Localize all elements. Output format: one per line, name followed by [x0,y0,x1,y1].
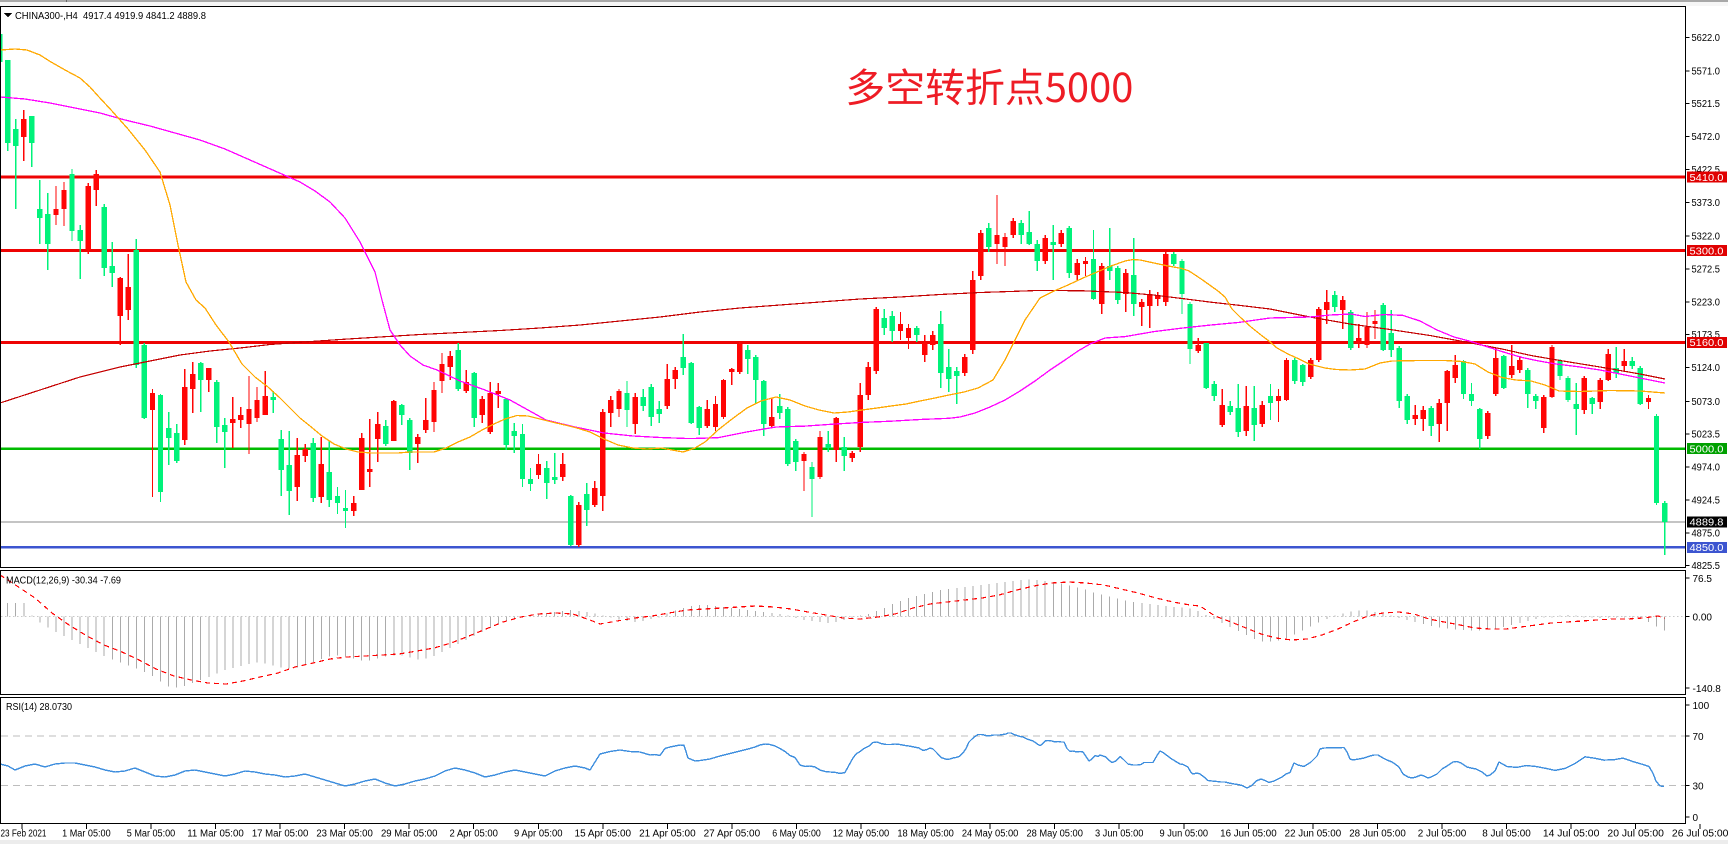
svg-text:MACD(12,26,9) -30.34 -7.69: MACD(12,26,9) -30.34 -7.69 [6,576,121,587]
svg-text:9 Jun 05:00: 9 Jun 05:00 [1160,829,1209,840]
svg-text:28 May 05:00: 28 May 05:00 [1026,829,1083,840]
svg-text:5000.0: 5000.0 [1690,445,1724,456]
svg-text:RSI(14) 28.0730: RSI(14) 28.0730 [6,702,72,713]
svg-text:5322.0: 5322.0 [1692,232,1721,243]
svg-text:5571.0: 5571.0 [1692,66,1721,77]
svg-text:5422.5: 5422.5 [1692,165,1721,176]
svg-text:4850.0: 4850.0 [1690,543,1724,554]
svg-text:4825.5: 4825.5 [1692,561,1721,572]
svg-text:16 Jun 05:00: 16 Jun 05:00 [1220,829,1277,840]
svg-text:18 May 05:00: 18 May 05:00 [897,829,954,840]
svg-text:4974.0: 4974.0 [1692,463,1721,474]
svg-text:5410.0: 5410.0 [1690,173,1724,184]
svg-text:5521.5: 5521.5 [1692,99,1721,110]
svg-text:5622.0: 5622.0 [1692,33,1721,44]
svg-text:1 Mar 05:00: 1 Mar 05:00 [62,829,111,840]
svg-text:9 Apr 05:00: 9 Apr 05:00 [514,829,563,840]
svg-text:70: 70 [1693,732,1705,743]
svg-text:30: 30 [1693,782,1705,793]
svg-text:3 Jun 05:00: 3 Jun 05:00 [1095,829,1144,840]
svg-text:8 Jul 05:00: 8 Jul 05:00 [1482,829,1531,840]
svg-text:27 Apr 05:00: 27 Apr 05:00 [704,829,761,840]
svg-text:5300.0: 5300.0 [1690,246,1724,257]
svg-text:15 Apr 05:00: 15 Apr 05:00 [575,829,632,840]
svg-text:22 Jun 05:00: 22 Jun 05:00 [1285,829,1342,840]
svg-text:12 May 05:00: 12 May 05:00 [833,829,890,840]
svg-text:-140.8: -140.8 [1693,684,1722,695]
svg-text:5160.0: 5160.0 [1690,338,1724,349]
svg-text:5073.0: 5073.0 [1692,397,1721,408]
svg-text:100: 100 [1693,701,1710,712]
svg-text:23 Feb 2021: 23 Feb 2021 [1,829,47,840]
svg-text:14 Jul 05:00: 14 Jul 05:00 [1543,829,1600,840]
svg-text:0: 0 [1693,813,1699,824]
svg-text:5023.5: 5023.5 [1692,430,1721,441]
svg-text:20 Jul 05:00: 20 Jul 05:00 [1607,829,1664,840]
svg-text:24 May 05:00: 24 May 05:00 [962,829,1019,840]
svg-text:76.5: 76.5 [1693,574,1713,585]
svg-text:5223.0: 5223.0 [1692,297,1721,308]
svg-text:6 May 05:00: 6 May 05:00 [772,829,821,840]
svg-text:21 Apr 05:00: 21 Apr 05:00 [639,829,696,840]
svg-text:0.00: 0.00 [1693,612,1713,623]
svg-text:4889.8: 4889.8 [1690,518,1724,529]
svg-text:CHINA300-,H4 4917.4 4919.9 48: CHINA300-,H4 4917.4 4919.9 4841.2 4889.8 [15,11,206,22]
svg-text:4924.5: 4924.5 [1692,495,1721,506]
svg-text:11 Mar 05:00: 11 Mar 05:00 [187,829,244,840]
svg-text:5124.0: 5124.0 [1692,363,1721,374]
svg-text:26 Jul 05:00: 26 Jul 05:00 [1672,829,1728,840]
svg-text:5272.5: 5272.5 [1692,265,1721,276]
svg-text:5 Mar 05:00: 5 Mar 05:00 [127,829,176,840]
svg-text:5173.5: 5173.5 [1692,330,1721,341]
svg-text:17 Mar 05:00: 17 Mar 05:00 [252,829,309,840]
svg-text:5373.0: 5373.0 [1692,198,1721,209]
svg-text:5472.0: 5472.0 [1692,132,1721,143]
svg-text:4875.0: 4875.0 [1692,528,1721,539]
svg-text:2 Apr 05:00: 2 Apr 05:00 [449,829,498,840]
svg-text:23 Mar 05:00: 23 Mar 05:00 [316,829,373,840]
svg-text:29 Mar 05:00: 29 Mar 05:00 [381,829,438,840]
svg-text:2 Jul 05:00: 2 Jul 05:00 [1418,829,1467,840]
svg-text:28 Jun 05:00: 28 Jun 05:00 [1349,829,1406,840]
